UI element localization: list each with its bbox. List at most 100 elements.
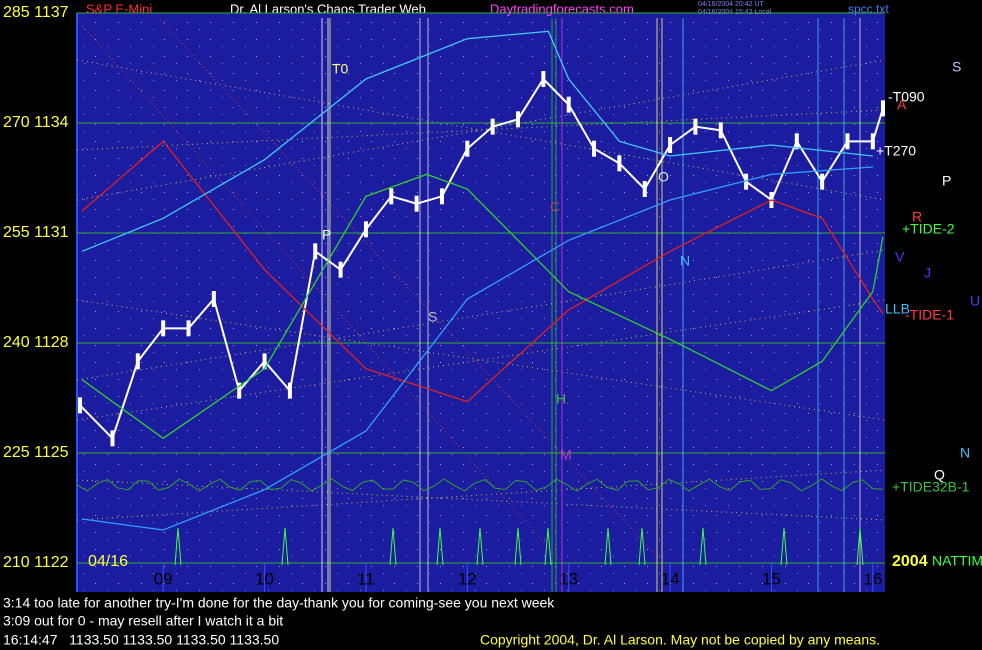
price-bar: [78, 397, 83, 414]
annotation: Q: [934, 467, 945, 483]
price-bar: [287, 382, 292, 399]
annotation: C: [550, 199, 560, 215]
annotation: +TIDE32B-1: [892, 479, 970, 495]
price-bar: [592, 140, 597, 157]
decor-spike: [476, 527, 484, 566]
decor-spike: [389, 527, 397, 566]
price-bar: [541, 71, 546, 87]
annotation: J: [924, 265, 931, 281]
annotation: N: [960, 445, 970, 461]
price-bar: [338, 261, 343, 278]
decor-spike: [281, 527, 289, 566]
y-tick-label: 270 1134: [3, 114, 69, 131]
price-bar: [186, 320, 191, 337]
price-bar: [490, 118, 495, 135]
decor-diagonal: [76, 59, 886, 201]
decor-spike: [514, 527, 522, 566]
status-line: 3:14 too late for another try-I'm done f…: [3, 595, 555, 611]
file-name: spcc.txt: [848, 2, 889, 16]
x-tick-label: 14: [661, 569, 680, 588]
y-tick-label: 255 1131: [3, 224, 69, 241]
decor-spike: [780, 527, 788, 566]
price-bar: [516, 111, 521, 128]
annotation: N: [680, 253, 690, 269]
x-tick-label: 11: [357, 569, 375, 588]
price-bar: [363, 221, 368, 238]
price-bar: [439, 188, 444, 205]
y-tick-label: 285 1137: [3, 4, 69, 21]
price-bar: [135, 353, 140, 370]
annotation: H: [556, 391, 566, 407]
y-tick-label: 240 1128: [3, 334, 69, 351]
price-bar: [668, 137, 673, 153]
decor-diagonal: [76, 19, 561, 561]
decor-spike: [638, 527, 646, 566]
year-label: 2004: [892, 553, 928, 570]
price-bar: [794, 133, 799, 150]
annotation: LLB: [885, 301, 910, 317]
price-bar: [313, 243, 318, 260]
price-bar: [617, 155, 622, 172]
plot-texture: [77, 13, 885, 592]
decor-diagonal: [76, 299, 886, 421]
annotation: A: [897, 97, 907, 113]
x-tick-label: 15: [762, 569, 781, 588]
annotation: +TIDE-2: [902, 221, 955, 237]
price-bar: [237, 382, 242, 399]
timestamp: 04/16/2004 15:42 Local: [698, 9, 772, 16]
source: Daytradingforecasts.com: [490, 1, 634, 16]
annotation: P: [942, 173, 951, 189]
x-tick-label: 16: [863, 569, 882, 588]
price-bar: [744, 173, 749, 190]
x-tick-label: 10: [255, 569, 274, 588]
chart-title: Dr. Al Larson's Chaos Trader Web: [230, 1, 426, 16]
series-line: [81, 30, 873, 252]
annotation: S: [428, 309, 437, 325]
price-bar: [820, 173, 825, 190]
quote: 16:14:47 1133.50 1133.50 1133.50 1133.50: [3, 632, 279, 648]
decor-diagonal: [76, 299, 886, 421]
price-bar: [718, 122, 723, 139]
decor-spike: [699, 527, 707, 566]
price-bar: [389, 188, 394, 205]
chart-subtitle: S&P E-Mini: [86, 1, 152, 16]
annotation: U: [970, 293, 980, 309]
annotation: -T090: [888, 89, 925, 105]
price-bar: [880, 100, 885, 117]
decor-spike: [856, 527, 864, 566]
x-tick-label: 13: [559, 569, 578, 588]
price-bar: [262, 353, 267, 370]
price-bar: [465, 140, 470, 157]
price-bar: [566, 96, 571, 113]
annotation: +T270: [876, 143, 916, 159]
plot-layer: 09 10 11 12 13 14 15 16: [76, 12, 886, 592]
y-tick-label: 210 1122: [3, 554, 69, 571]
price-bar: [414, 195, 419, 212]
series-line: [81, 166, 873, 531]
series-line: [81, 173, 884, 440]
decor-spike: [436, 527, 444, 566]
annotation: R: [912, 209, 922, 225]
x-tick-label: 12: [458, 569, 477, 588]
decor-spike: [544, 527, 552, 566]
price-bar: [211, 291, 216, 307]
y-tick-label: 225 1125: [3, 444, 69, 461]
annotation: -TIDE-1: [905, 307, 954, 323]
price-bar: [870, 133, 875, 150]
price-bar: [845, 133, 850, 150]
annotation: V: [895, 249, 905, 265]
annotation: P: [322, 227, 331, 243]
price-bar: [161, 320, 166, 337]
price-bar: [110, 430, 115, 447]
decor-spike: [604, 527, 612, 566]
annotation: M: [560, 447, 572, 463]
decor-wave: [76, 478, 883, 492]
annotation: T0: [332, 61, 349, 77]
price-bar: [693, 118, 698, 135]
annotation: NATTIM: [932, 553, 982, 569]
annotation: S: [952, 59, 961, 75]
price-bar: [642, 181, 647, 197]
annotation: O: [658, 169, 669, 185]
